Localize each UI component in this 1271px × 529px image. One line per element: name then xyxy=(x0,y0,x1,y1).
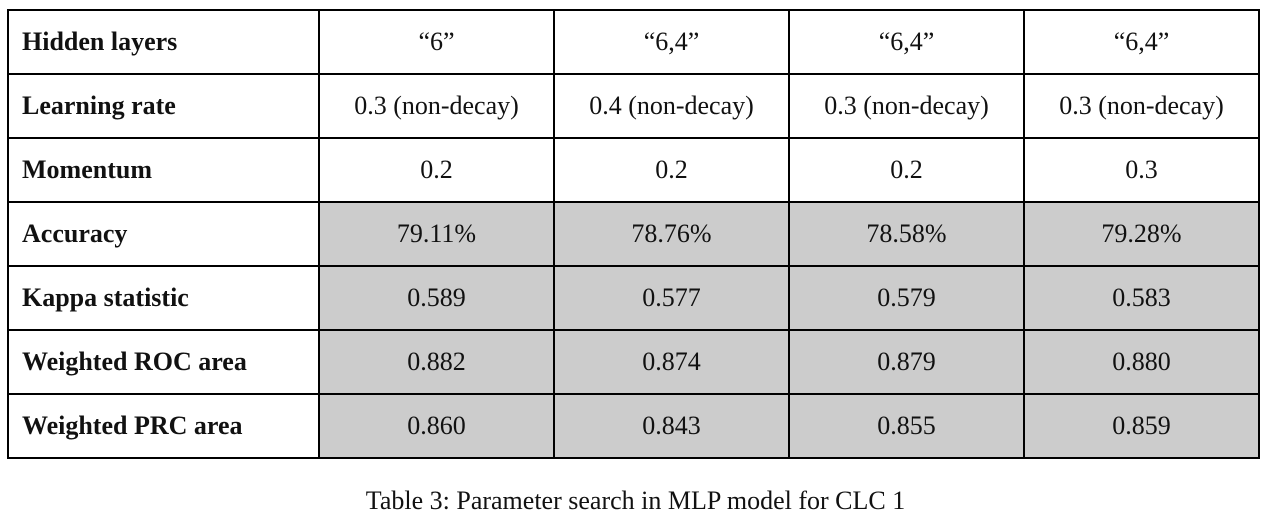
table-cell: 0.843 xyxy=(553,393,790,459)
table-row-weighted-roc-area: Weighted ROC area 0.882 0.874 0.879 0.88… xyxy=(7,329,1260,395)
table-cell: 0.3 (non-decay) xyxy=(788,73,1025,139)
table-container: Hidden layers “6” “6,4” “6,4” “6,4” Lear… xyxy=(7,9,1260,459)
table-cell: “6,4” xyxy=(1023,9,1260,75)
table-row-accuracy: Accuracy 79.11% 78.76% 78.58% 79.28% xyxy=(7,201,1260,267)
row-label: Weighted ROC area xyxy=(7,329,320,395)
row-label: Learning rate xyxy=(7,73,320,139)
table-cell: 0.577 xyxy=(553,265,790,331)
table-cell: 0.579 xyxy=(788,265,1025,331)
table-cell: 0.2 xyxy=(318,137,555,203)
parameter-search-table: Hidden layers “6” “6,4” “6,4” “6,4” Lear… xyxy=(7,9,1260,459)
table-row-kappa-statistic: Kappa statistic 0.589 0.577 0.579 0.583 xyxy=(7,265,1260,331)
row-label: Accuracy xyxy=(7,201,320,267)
table-row-momentum: Momentum 0.2 0.2 0.2 0.3 xyxy=(7,137,1260,203)
table-cell: 0.3 (non-decay) xyxy=(1023,73,1260,139)
row-label: Momentum xyxy=(7,137,320,203)
row-label: Kappa statistic xyxy=(7,265,320,331)
table-cell: 78.58% xyxy=(788,201,1025,267)
table-row-weighted-prc-area: Weighted PRC area 0.860 0.843 0.855 0.85… xyxy=(7,393,1260,459)
table-cell: 78.76% xyxy=(553,201,790,267)
table-cell: 0.2 xyxy=(788,137,1025,203)
table-cell: 0.874 xyxy=(553,329,790,395)
table-cell: 0.3 (non-decay) xyxy=(318,73,555,139)
table-cell: 79.28% xyxy=(1023,201,1260,267)
row-label: Hidden layers xyxy=(7,9,320,75)
table-cell: 0.3 xyxy=(1023,137,1260,203)
table-cell: 0.882 xyxy=(318,329,555,395)
table-cell: “6,4” xyxy=(553,9,790,75)
table-row-learning-rate: Learning rate 0.3 (non-decay) 0.4 (non-d… xyxy=(7,73,1260,139)
table-row-hidden-layers: Hidden layers “6” “6,4” “6,4” “6,4” xyxy=(7,9,1260,75)
table-cell: 0.855 xyxy=(788,393,1025,459)
table-cell: 0.4 (non-decay) xyxy=(553,73,790,139)
table-cell: 0.880 xyxy=(1023,329,1260,395)
table-cell: 0.879 xyxy=(788,329,1025,395)
table-cell: 0.583 xyxy=(1023,265,1260,331)
table-cell: 0.859 xyxy=(1023,393,1260,459)
table-cell: 0.2 xyxy=(553,137,790,203)
table-caption: Table 3: Parameter search in MLP model f… xyxy=(365,486,906,515)
table-cell: 0.860 xyxy=(318,393,555,459)
row-label: Weighted PRC area xyxy=(7,393,320,459)
table-cell: 79.11% xyxy=(318,201,555,267)
table-cell: “6,4” xyxy=(788,9,1025,75)
table-cell: 0.589 xyxy=(318,265,555,331)
table-cell: “6” xyxy=(318,9,555,75)
